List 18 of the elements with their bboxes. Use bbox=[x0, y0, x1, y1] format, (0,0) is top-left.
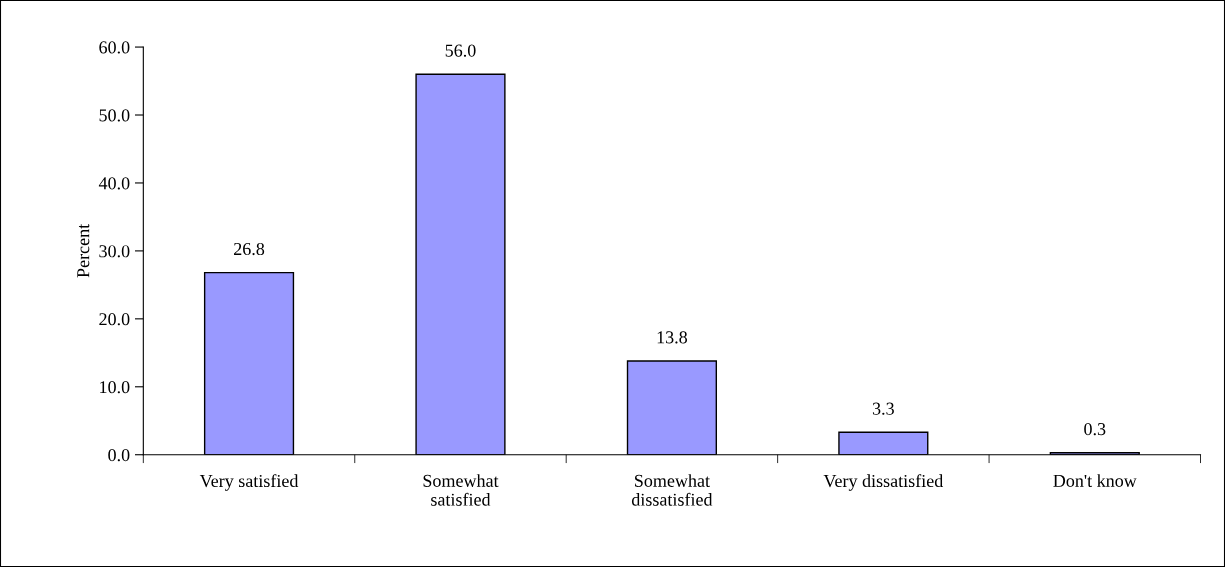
y-tick-label: 10.0 bbox=[100, 381, 130, 394]
data-label: 0.3 bbox=[1084, 422, 1106, 436]
x-tick-label: Somewhat dissatisfied bbox=[631, 474, 713, 506]
y-tick-label: 60.0 bbox=[99, 41, 130, 54]
y-tick-label: 20.0 bbox=[99, 313, 130, 326]
data-label: 13.8 bbox=[657, 331, 688, 344]
x-tick-label: Very dissatisfied bbox=[823, 474, 944, 491]
y-tick-label: 0.0 bbox=[108, 448, 130, 462]
y-axis-title: Percent bbox=[77, 223, 90, 278]
data-label: 3.3 bbox=[872, 402, 894, 415]
data-label: 56.0 bbox=[445, 44, 476, 57]
x-tick-label: Very satisfied bbox=[199, 474, 299, 491]
x-tick-label: Don't know bbox=[1053, 474, 1137, 487]
data-label: 26.8 bbox=[234, 242, 265, 256]
y-tick-label: 30.0 bbox=[99, 245, 130, 258]
x-tick-label: Somewhat satisfied bbox=[423, 474, 499, 506]
y-tick-label: 40.0 bbox=[98, 177, 130, 190]
y-tick-label: 50.0 bbox=[99, 109, 130, 122]
